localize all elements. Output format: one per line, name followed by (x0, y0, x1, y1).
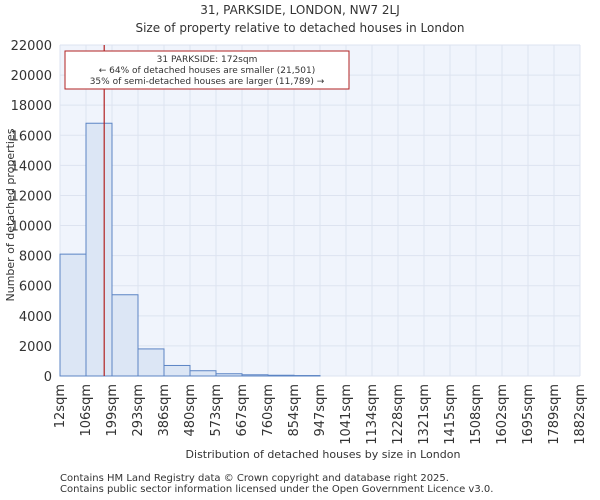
x-tick-label: 1789sqm (547, 384, 562, 445)
histogram-bar (163, 364, 191, 377)
x-ticks: 12sqm 106sqm 199sqm 293sqm 386sqm 480sqm 573sq… (53, 384, 588, 445)
bars-layer (59, 122, 321, 377)
annotation-line-2: ← 64% of detached houses are smaller (21… (99, 66, 316, 76)
annotation-line-1: 31 PARKSIDE: 172sqm (157, 55, 258, 65)
histogram-bar (137, 348, 165, 377)
x-tick-label: 573sqm (209, 384, 224, 437)
y-tick-label: 20000 (11, 69, 52, 84)
footer-copyright: Contains HM Land Registry data © Crown c… (60, 473, 449, 484)
x-tick-label: 106sqm (79, 384, 94, 437)
x-axis-label: Distribution of detached houses by size … (186, 448, 461, 461)
y-tick-label: 12000 (11, 189, 52, 204)
x-tick-label: 386sqm (157, 384, 172, 437)
y-tick-label: 18000 (11, 99, 52, 114)
x-tick-label: 854sqm (287, 384, 302, 437)
x-tick-label: 1602sqm (495, 384, 510, 445)
y-tick-label: 8000 (19, 250, 52, 265)
y-tick-label: 0 (44, 370, 52, 385)
x-tick-label: 1134sqm (365, 384, 380, 445)
y-axis-label: Number of detached properties (4, 128, 17, 301)
x-tick-label: 667sqm (235, 384, 250, 437)
histogram-bar (111, 294, 139, 377)
x-tick-label: 1695sqm (521, 384, 536, 445)
x-tick-label: 1228sqm (391, 384, 406, 445)
y-tick-label: 10000 (11, 220, 52, 235)
histogram-bar (59, 253, 87, 377)
y-tick-label: 22000 (11, 39, 52, 54)
y-tick-label: 2000 (19, 340, 52, 355)
histogram-bar (267, 374, 295, 377)
x-tick-label: 1041sqm (339, 384, 354, 445)
histogram-bar (215, 373, 243, 377)
y-tick-label: 4000 (19, 310, 52, 325)
histogram-chart: 31, PARKSIDE, LONDON, NW7 2LJ Size of pr… (4, 3, 588, 461)
x-tick-label: 1508sqm (469, 384, 484, 445)
x-tick-label: 1882sqm (573, 384, 588, 445)
y-tick-label: 14000 (11, 159, 52, 174)
x-tick-label: 293sqm (131, 384, 146, 437)
annotation-box: 31 PARKSIDE: 172sqm ← 64% of detached ho… (64, 50, 350, 90)
histogram-bar (189, 370, 217, 377)
x-tick-label: 760sqm (261, 384, 276, 437)
footer-licence: Contains public sector information licen… (60, 484, 494, 495)
y-ticks: 0 2000 4000 6000 8000 10000 12000 14000 16000 180… (11, 39, 52, 385)
x-tick-label: 1415sqm (443, 384, 458, 445)
x-tick-label: 1321sqm (417, 384, 432, 445)
histogram-bar (241, 374, 269, 377)
x-tick-label: 480sqm (183, 384, 198, 437)
x-tick-label: 199sqm (105, 384, 120, 437)
histogram-bar (85, 122, 113, 377)
annotation-line-3: 35% of semi-detached houses are larger (… (90, 77, 325, 87)
chart-title: 31, PARKSIDE, LONDON, NW7 2LJ (200, 3, 400, 17)
x-tick-label: 12sqm (53, 384, 68, 428)
chart-subtitle: Size of property relative to detached ho… (135, 21, 464, 35)
y-tick-label: 16000 (11, 129, 52, 144)
y-tick-label: 6000 (19, 280, 52, 295)
x-tick-label: 947sqm (313, 384, 328, 437)
